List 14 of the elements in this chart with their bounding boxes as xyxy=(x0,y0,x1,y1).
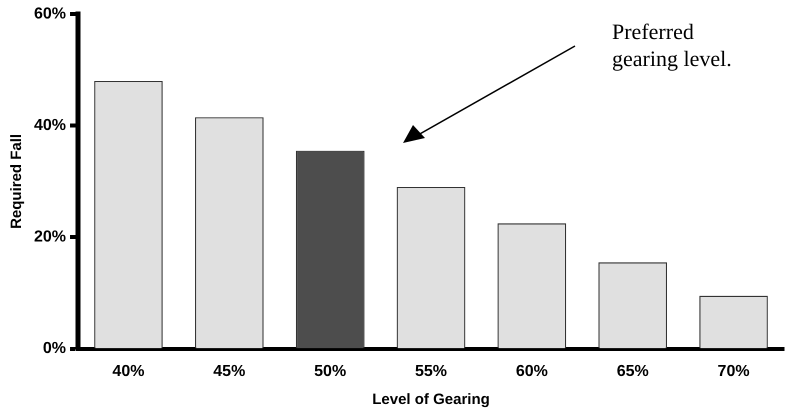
x-tick-label: 65% xyxy=(616,362,649,380)
y-tick-label: 60% xyxy=(34,5,66,22)
x-tick-label: 45% xyxy=(213,362,246,380)
y-axis-title: Required Fall xyxy=(8,134,26,229)
x-tick-label: 70% xyxy=(718,362,750,380)
x-tick-label: 40% xyxy=(112,362,144,380)
x-axis-title: Level of Gearing xyxy=(372,391,490,408)
y-tick-label: 20% xyxy=(34,228,66,246)
y-tick-label: 0% xyxy=(42,340,66,358)
annotation: Preferred gearing level. xyxy=(612,18,732,71)
x-tick-label: 55% xyxy=(414,362,448,380)
x-tick-label: 50% xyxy=(314,362,346,380)
x-tick-label: 60% xyxy=(516,362,548,380)
y-tick-label: 40% xyxy=(34,117,66,134)
